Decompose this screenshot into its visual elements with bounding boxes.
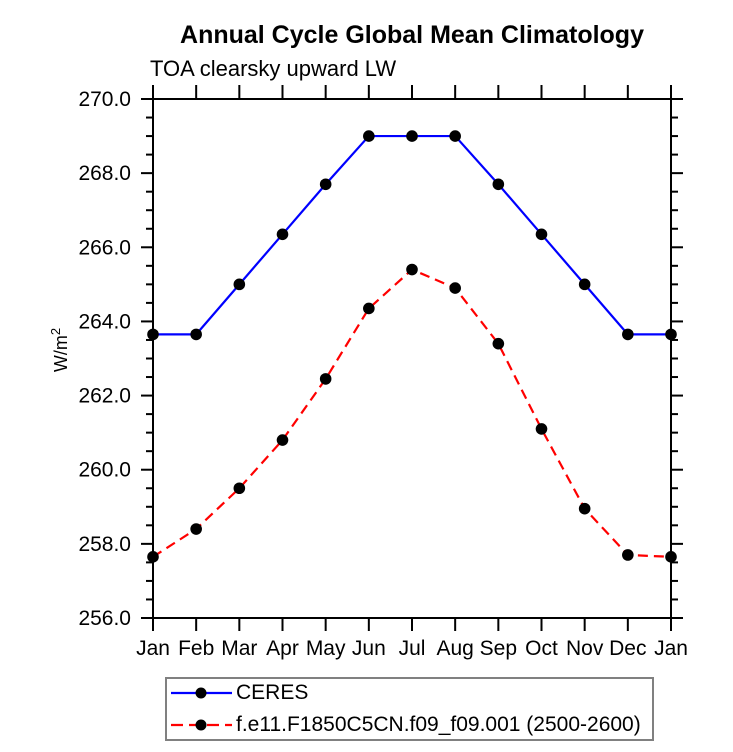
y-tick-label: 258.0 [78, 533, 131, 556]
series-0-marker [622, 328, 634, 341]
x-tick-label: Nov [566, 637, 604, 660]
series-0-marker [406, 130, 418, 142]
series-0-marker [276, 228, 289, 241]
plot-border [152, 98, 672, 619]
chart-subtitle: TOA clearsky upward LW [150, 56, 397, 81]
series-0-marker [147, 328, 159, 341]
legend-label-model: f.e11.F1850C5CN.f09_f09.001 (2500-2600) [236, 713, 641, 736]
y-tick-label: 262.0 [78, 385, 131, 408]
chart-title: Annual Cycle Global Mean Climatology [180, 21, 644, 49]
legend-box: CERES f.e11.F1850C5CN.f09_f09.001 (2500-… [165, 677, 654, 741]
x-tick-label: Jan [654, 637, 688, 660]
series-1-marker [578, 502, 591, 515]
x-tick-label: Jan [136, 637, 170, 660]
series-1-marker [492, 337, 505, 350]
series-1-marker [665, 551, 677, 563]
series-1-marker [276, 434, 289, 446]
x-tick-label: Oct [525, 637, 558, 660]
model-line-sample [171, 719, 232, 731]
x-tick-label: Feb [178, 637, 214, 660]
series-0-marker [535, 228, 548, 241]
x-tick-label: Dec [609, 637, 646, 660]
y-tick-label: 260.0 [78, 459, 131, 482]
legend-label-ceres: CERES [236, 681, 309, 704]
series-0-marker [190, 328, 202, 341]
y-axis-title: W/m2 [48, 328, 71, 372]
series-1-marker [449, 282, 461, 294]
y-tick-label: 256.0 [78, 607, 131, 630]
legend-entry-ceres: CERES [169, 679, 652, 707]
legend-entry-model: f.e11.F1850C5CN.f09_f09.001 (2500-2600) [169, 711, 652, 739]
x-tick-label: Mar [221, 637, 257, 660]
x-tick-label: Apr [266, 637, 299, 660]
x-tick-label: May [306, 637, 346, 660]
plot-area: Jan Feb Mar Apr May Jun Jul Aug Sep Oct Nov Dec Jan2… [78, 85, 688, 660]
series-0-marker [492, 178, 505, 191]
series-0-marker [363, 130, 375, 142]
series-1-marker [147, 551, 159, 563]
series-1-marker [363, 302, 375, 315]
series-0-marker [233, 278, 246, 291]
y-tick-label: 264.0 [78, 310, 131, 333]
x-tick-label: Jun [352, 637, 386, 660]
series-1-line [152, 268, 672, 558]
series-1-marker [233, 482, 246, 495]
ceres-line-sample [171, 687, 232, 699]
x-tick-label: Jul [399, 637, 426, 660]
y-tick-label: 266.0 [78, 236, 131, 259]
series-0-marker [319, 178, 332, 191]
series-0-marker [665, 328, 677, 341]
series-0-marker [449, 130, 461, 142]
series-1-marker [190, 523, 202, 535]
y-tick-label: 270.0 [78, 88, 131, 111]
x-tick-label: Sep [480, 637, 517, 660]
series-1-marker [622, 549, 634, 561]
series-1-marker [406, 263, 418, 276]
y-tick-label: 268.0 [78, 162, 131, 185]
series-1-marker [319, 373, 332, 385]
series-0-marker [578, 278, 591, 291]
series-1-marker [535, 423, 548, 435]
series-0-line [153, 134, 671, 336]
x-tick-label: Aug [436, 637, 473, 660]
